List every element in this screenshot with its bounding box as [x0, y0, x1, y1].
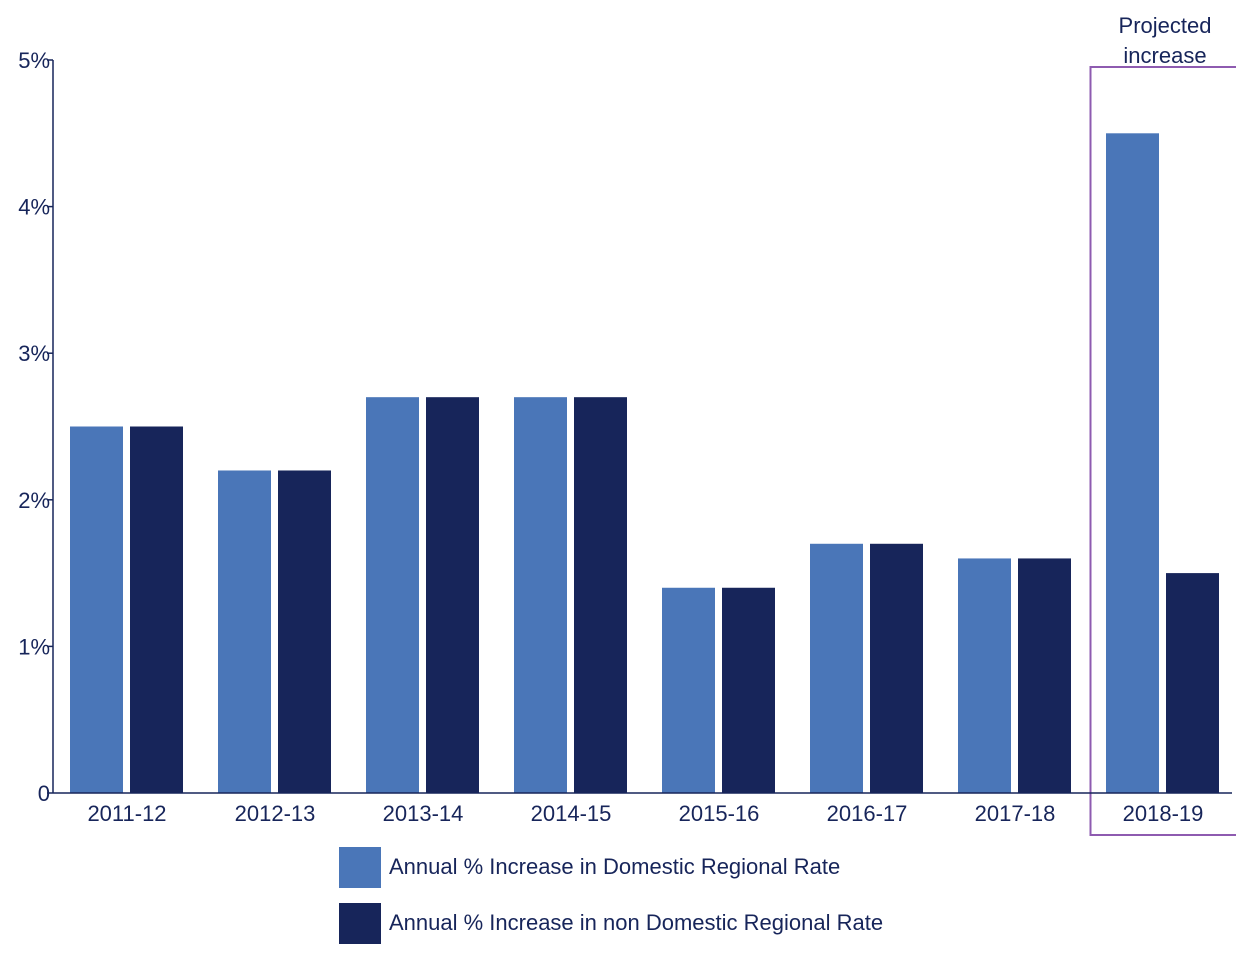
x-tick-label: 2012-13 — [235, 801, 316, 826]
bar-domestic-2017-18 — [958, 558, 1011, 793]
x-axis-labels: 2011-12 2012-13 2013-14 2014-15 2015-16 2016-… — [87, 801, 1203, 826]
bar-non-domestic-2012-13 — [278, 470, 331, 793]
y-axis-ticks: 0 1% 2% 3% 4% 5% — [18, 48, 53, 806]
bar-non-domestic-2015-16 — [722, 588, 775, 793]
legend-label: Annual % Increase in Domestic Regional R… — [389, 854, 840, 879]
x-tick-label: 2016-17 — [827, 801, 908, 826]
bar-non-domestic-2016-17 — [870, 544, 923, 793]
bar-domestic-2014-15 — [514, 397, 567, 793]
bar-domestic-2015-16 — [662, 588, 715, 793]
legend-swatch — [339, 847, 381, 888]
x-tick-label: 2011-12 — [87, 801, 166, 826]
y-tick-label: 1% — [18, 634, 50, 659]
x-tick-label: 2017-18 — [975, 801, 1056, 826]
bar-non-domestic-2013-14 — [426, 397, 479, 793]
bar-non-domestic-2018-19 — [1166, 573, 1219, 793]
bars-group — [70, 133, 1219, 793]
legend-label: Annual % Increase in non Domestic Region… — [389, 910, 883, 935]
x-tick-label: 2015-16 — [679, 801, 760, 826]
x-tick-label: 2018-19 — [1123, 801, 1204, 826]
bar-domestic-2012-13 — [218, 470, 271, 793]
projected-increase-label: Projected — [1119, 13, 1212, 38]
x-tick-label: 2013-14 — [383, 801, 464, 826]
bar-domestic-2013-14 — [366, 397, 419, 793]
y-tick-label: 2% — [18, 488, 50, 513]
bar-non-domestic-2017-18 — [1018, 558, 1071, 793]
legend: Annual % Increase in Domestic Regional R… — [339, 847, 883, 944]
bar-non-domestic-2011-12 — [130, 427, 183, 794]
bar-domestic-2018-19 — [1106, 133, 1159, 793]
x-tick-label: 2014-15 — [531, 801, 612, 826]
legend-swatch — [339, 903, 381, 944]
y-tick-label: 0 — [38, 781, 50, 806]
bar-domestic-2011-12 — [70, 427, 123, 794]
bar-non-domestic-2014-15 — [574, 397, 627, 793]
bar-domestic-2016-17 — [810, 544, 863, 793]
projected-increase-label: increase — [1123, 43, 1206, 68]
y-tick-label: 5% — [18, 48, 50, 73]
y-tick-label: 3% — [18, 341, 50, 366]
y-tick-label: 4% — [18, 195, 50, 220]
